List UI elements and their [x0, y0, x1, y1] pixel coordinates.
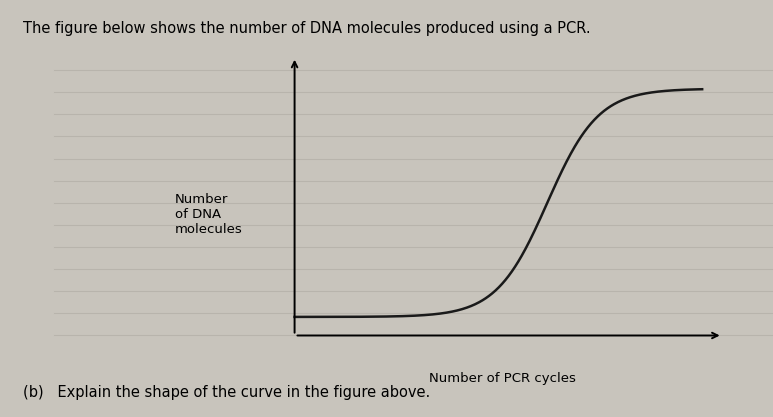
Text: (b)   Explain the shape of the curve in the figure above.: (b) Explain the shape of the curve in th… — [23, 385, 431, 400]
Text: Number
of DNA
molecules: Number of DNA molecules — [175, 193, 243, 236]
Text: Number of PCR cycles: Number of PCR cycles — [429, 372, 576, 385]
Text: The figure below shows the number of DNA molecules produced using a PCR.: The figure below shows the number of DNA… — [23, 21, 591, 36]
